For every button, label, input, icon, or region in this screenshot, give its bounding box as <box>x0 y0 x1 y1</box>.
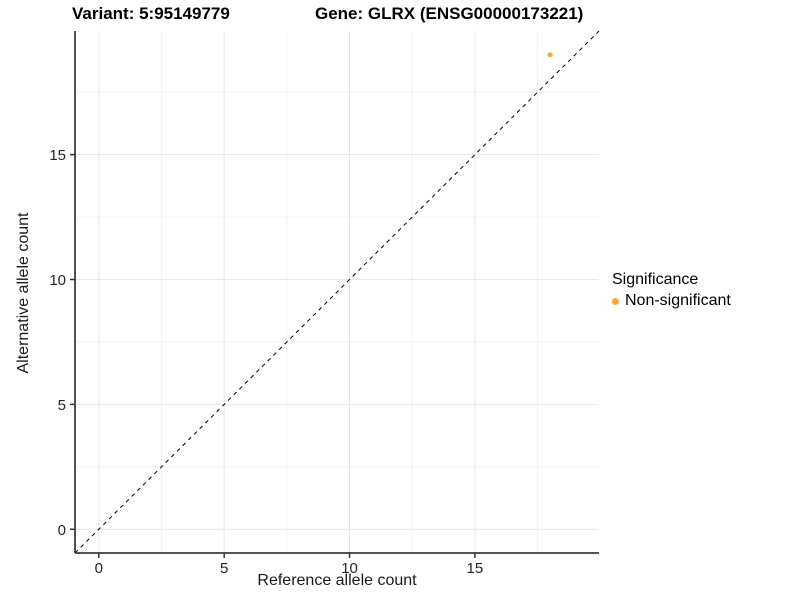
x-tick-label: 5 <box>220 560 228 577</box>
variant-title: Variant: 5:95149779 <box>72 4 230 23</box>
data-point <box>547 52 553 58</box>
legend-item-non-significant: Non-significant <box>612 292 731 310</box>
legend-point-icon <box>612 297 619 305</box>
legend-title: Significance <box>612 271 699 288</box>
gene-title: Gene: GLRX (ENSG00000173221) <box>315 4 584 23</box>
x-tick-label: 15 <box>467 560 484 577</box>
x-tick-label: 0 <box>95 560 103 577</box>
y-tick-label: 15 <box>49 147 66 164</box>
legend-item-label: Non-significant <box>625 292 731 309</box>
y-tick-label: 0 <box>58 522 66 539</box>
identity-line <box>74 30 600 554</box>
legend: Significance Non-significant <box>612 271 731 310</box>
y-tick-label: 5 <box>58 397 66 414</box>
x-tick-label: 10 <box>341 560 358 577</box>
y-tick-label: 10 <box>49 272 66 289</box>
plot-panel: 0 5 10 15 0 5 10 15 <box>49 30 600 577</box>
x-axis-title: Reference allele count <box>257 572 417 589</box>
y-axis-title: Alternative allele count <box>15 212 32 374</box>
